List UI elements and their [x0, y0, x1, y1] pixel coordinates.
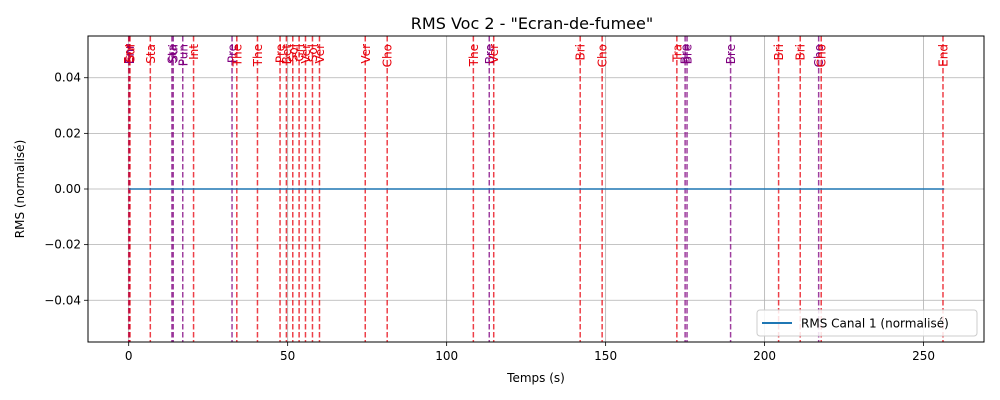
marker-label: Int — [187, 44, 201, 60]
marker-label: Ver — [313, 44, 327, 64]
marker-label: Bre — [681, 44, 695, 64]
x-tick-label: 250 — [912, 349, 935, 363]
y-tick-label: 0.00 — [54, 182, 81, 196]
y-axis-label: RMS (normalisé) — [13, 140, 27, 239]
marker-label: Sta — [144, 44, 158, 64]
x-axis: 0 50 100 150 200 250 — [125, 342, 935, 363]
marker-label: The — [230, 44, 244, 67]
x-tick-label: 0 — [125, 349, 133, 363]
marker-label: Cho — [815, 44, 829, 67]
x-axis-label: Temps (s) — [506, 371, 565, 385]
x-tick-label: 50 — [280, 349, 295, 363]
marker-label: Pun — [176, 44, 190, 66]
marker-label: Pre — [226, 44, 240, 63]
x-tick-label: 200 — [753, 349, 776, 363]
y-tick-label: −0.04 — [44, 293, 81, 307]
marker-label: Bre — [679, 44, 693, 64]
chart-title: RMS Voc 2 - "Ecran-de-fumee" — [411, 14, 653, 33]
marker-label: Cho — [812, 44, 826, 67]
marker-label: Bet — [280, 44, 294, 65]
marker-label: Ver — [299, 44, 313, 64]
marker-label: End — [936, 44, 950, 67]
marker-label: The — [251, 44, 265, 67]
marker-label: Ver — [359, 44, 373, 64]
marker-label: Ver — [487, 44, 501, 64]
legend-box — [756, 309, 978, 337]
marker-label: Bre — [724, 44, 738, 64]
x-tick-label: 100 — [435, 349, 458, 363]
marker-label: Tra — [670, 44, 684, 63]
marker-label: Cho — [381, 44, 395, 67]
y-tick-label: −0.02 — [44, 238, 81, 252]
marker-label: Sui — [167, 44, 181, 63]
marker-label: Sta — [165, 44, 179, 64]
x-tick-label: 150 — [594, 349, 617, 363]
marker-label: Bri — [574, 44, 588, 61]
marker-label: Sui — [123, 44, 137, 63]
marker-label: Bri — [772, 44, 786, 61]
marker-label: Sol — [286, 44, 300, 62]
marker-label: Gri — [293, 44, 307, 62]
marker-label: Cho — [596, 44, 610, 67]
marker-label: Bri — [794, 44, 808, 61]
y-axis: −0.04 −0.02 0.00 0.02 0.04 — [44, 71, 88, 307]
y-tick-label: 0.02 — [54, 126, 81, 140]
legend: RMS Canal 1 (normalisé) — [756, 309, 978, 337]
marker-label: Sol — [306, 44, 320, 62]
marker-label: Pre — [274, 44, 288, 63]
marker-label: The — [467, 44, 481, 67]
legend-label: RMS Canal 1 (normalisé) — [801, 317, 949, 331]
y-tick-label: 0.04 — [54, 71, 81, 85]
